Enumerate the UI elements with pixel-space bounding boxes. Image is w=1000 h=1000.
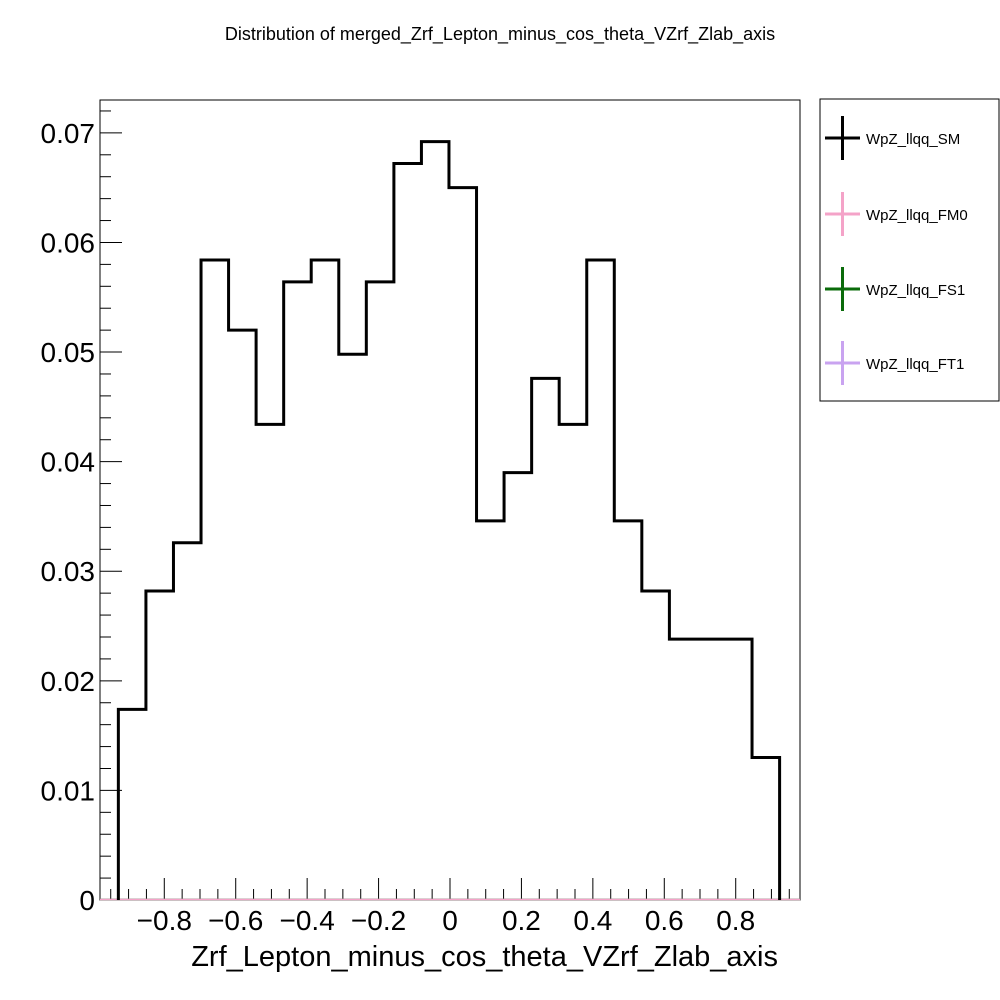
x-tick-label: −0.6	[208, 905, 263, 936]
y-tick-label: 0	[79, 885, 95, 916]
x-axis: −0.8 −0.6 −0.4 −0.2 0 0.2 0.4 0.6 0.8	[110, 878, 790, 936]
y-tick-label: 0.02	[41, 666, 96, 697]
legend[interactable]: WpZ_llqq_SM WpZ_llqq_FM0 WpZ_llqq_FS1 WpZ_l…	[819, 98, 1000, 402]
y-tick-label: 0.01	[41, 775, 96, 806]
y-tick-label: 0.07	[41, 118, 96, 149]
x-axis-title: Zrf_Lepton_minus_cos_theta_VZrf_Zlab_axi…	[191, 941, 778, 973]
legend-item-WpZ_llqq_SM[interactable]: WpZ_llqq_SM	[825, 116, 960, 160]
legend-item-WpZ_llqq_FM0[interactable]: WpZ_llqq_FM0	[825, 192, 968, 236]
y-tick-label: 0.04	[41, 447, 96, 478]
x-tick-label: −0.8	[137, 905, 192, 936]
y-tick-label: 0.05	[41, 337, 96, 368]
legend-label: WpZ_llqq_SM	[866, 131, 960, 148]
x-tick-label: 0.6	[645, 905, 684, 936]
legend-item-WpZ_llqq_FS1[interactable]: WpZ_llqq_FS1	[825, 267, 965, 311]
y-axis: 0 0.01 0.02 0.03 0.04 0.05 0.06 0.07	[41, 110, 122, 916]
x-tick-label: 0.4	[573, 905, 612, 936]
legend-box	[819, 98, 1000, 402]
x-tick-label: −0.2	[351, 905, 406, 936]
chart-title: Distribution of merged_Zrf_Lepton_minus_…	[225, 24, 775, 45]
y-tick-label: 0.03	[41, 556, 96, 587]
plot-area: 00.010.020.030.040.050.060.07 −0.8 −0.6 −0…	[41, 99, 801, 936]
legend-item-WpZ_llqq_FT1[interactable]: WpZ_llqq_FT1	[825, 341, 964, 385]
y-tick-label: 0.06	[41, 227, 96, 258]
x-tick-label: 0	[442, 905, 458, 936]
legend-entries: WpZ_llqq_SM WpZ_llqq_FM0 WpZ_llqq_FS1 WpZ_l…	[825, 116, 968, 385]
legend-label: WpZ_llqq_FT1	[866, 356, 964, 373]
legend-label: WpZ_llqq_FM0	[866, 207, 968, 224]
series-layer	[100, 140, 800, 901]
series-WpZ_llqq_SM	[116, 140, 782, 900]
x-tick-label: 0.8	[716, 905, 755, 936]
series-line-WpZ_llqq_SM	[116, 140, 782, 900]
legend-label: WpZ_llqq_FS1	[866, 282, 965, 299]
x-tick-label: −0.4	[280, 905, 335, 936]
x-tick-label: 0.2	[502, 905, 541, 936]
